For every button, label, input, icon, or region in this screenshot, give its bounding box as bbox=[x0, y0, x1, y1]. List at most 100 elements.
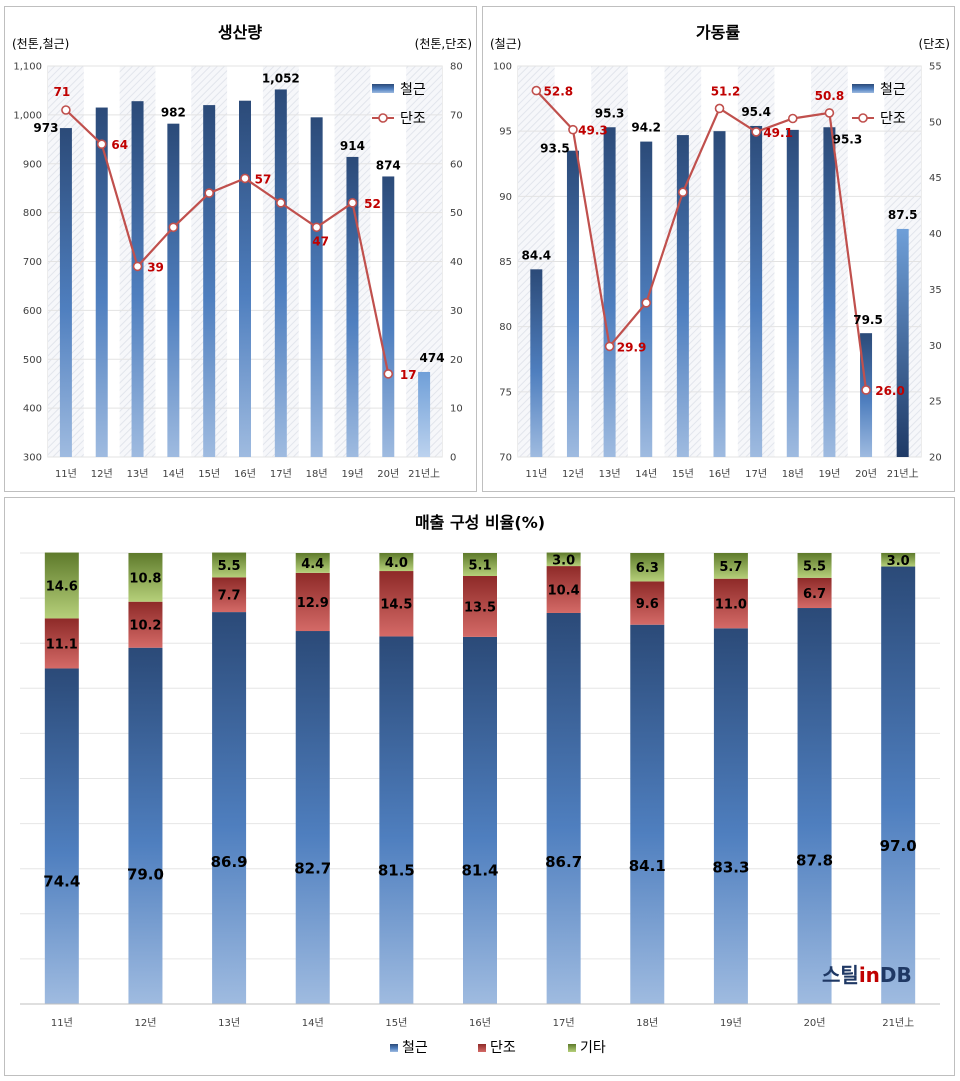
right-tick-label: 70 bbox=[450, 110, 463, 121]
bar-steel bbox=[603, 127, 616, 458]
bar-value-label: 95.4 bbox=[741, 105, 771, 119]
line-value-label: 17 bbox=[400, 368, 417, 382]
legend-label-forging: 단조 bbox=[490, 1040, 516, 1056]
x-tick-label: 19년 bbox=[720, 1017, 742, 1029]
left-tick-label: 800 bbox=[23, 208, 42, 219]
point-forging bbox=[751, 127, 761, 137]
line-value-label: 39 bbox=[147, 260, 164, 274]
segment-value-label: 10.8 bbox=[129, 571, 161, 586]
x-tick-label: 15년 bbox=[385, 1017, 407, 1029]
right-tick-label: 55 bbox=[929, 62, 942, 73]
bar-value-label: 95.3 bbox=[833, 132, 863, 146]
bar-steel bbox=[566, 150, 579, 457]
bar-segment-steel bbox=[379, 636, 414, 1004]
line-value-label: 64 bbox=[111, 138, 128, 152]
line-forging bbox=[65, 109, 390, 375]
bar-segment-other bbox=[630, 553, 665, 582]
bar-segment-other bbox=[546, 552, 581, 567]
bar-segment-forging bbox=[630, 581, 665, 625]
legend-label-steel: 철근 bbox=[400, 82, 426, 98]
bar-segment-other bbox=[44, 552, 79, 619]
right-tick-label: 30 bbox=[929, 341, 942, 352]
bar-segment-forging bbox=[379, 571, 414, 637]
steelindb-logo: 스틸inDB bbox=[822, 963, 912, 987]
right-tick-label: 25 bbox=[929, 397, 942, 408]
left-tick-label: 300 bbox=[23, 453, 42, 464]
line-value-label: 49.3 bbox=[578, 124, 608, 138]
legend-label-forging: 단조 bbox=[400, 111, 426, 127]
bar-segment-forging bbox=[44, 618, 79, 669]
point-forging bbox=[678, 187, 688, 198]
left-tick-label: 400 bbox=[23, 404, 42, 415]
point-forging bbox=[311, 222, 322, 233]
x-tick-label: 18년 bbox=[782, 468, 804, 480]
bar-steel bbox=[786, 129, 799, 457]
segment-value-label: 10.4 bbox=[548, 584, 580, 599]
x-tick-label: 16년 bbox=[709, 468, 731, 480]
bar-segment-other bbox=[881, 553, 916, 567]
left-tick-label: 1,100 bbox=[13, 62, 42, 73]
right-tick-label: 45 bbox=[929, 173, 942, 184]
bar-segment-other bbox=[463, 553, 497, 577]
bar-value-label: 973 bbox=[33, 121, 58, 135]
x-tick-label: 11년 bbox=[525, 468, 547, 480]
segment-value-label: 97.0 bbox=[880, 837, 917, 855]
line-value-label: 52 bbox=[364, 197, 381, 211]
bar-segment-steel bbox=[212, 612, 247, 1004]
segment-value-label: 81.4 bbox=[461, 862, 498, 880]
segment-value-label: 6.3 bbox=[636, 561, 659, 576]
segment-value-label: 12.9 bbox=[297, 596, 329, 611]
x-tick-label: 19년 bbox=[818, 468, 840, 480]
x-tick-label: 21년上 bbox=[887, 468, 919, 480]
legend-swatch-steel bbox=[390, 1044, 398, 1052]
segment-value-label: 87.8 bbox=[796, 851, 833, 869]
segment-value-label: 84.1 bbox=[629, 857, 666, 875]
segment-value-label: 3.0 bbox=[552, 553, 575, 568]
bar-value-label: 1,052 bbox=[262, 71, 300, 85]
line-value-label: 26.0 bbox=[875, 384, 905, 398]
segment-value-label: 14.6 bbox=[46, 579, 78, 594]
x-tick-label: 13년 bbox=[218, 1017, 240, 1029]
legend-label-other: 기타 bbox=[580, 1040, 606, 1056]
logo-part-2: in bbox=[859, 963, 880, 987]
bar-steel bbox=[530, 269, 543, 457]
bar-value-label: 874 bbox=[376, 158, 401, 172]
legend-swatch-other bbox=[568, 1044, 576, 1052]
left-tick-label: 900 bbox=[23, 159, 42, 170]
point-forging bbox=[168, 222, 179, 233]
x-tick-label: 12년 bbox=[134, 1017, 156, 1029]
point-forging bbox=[132, 261, 143, 272]
point-forging bbox=[861, 385, 871, 395]
segment-value-label: 86.9 bbox=[211, 853, 248, 871]
production-right-unit: (천톤,단조) bbox=[415, 36, 472, 51]
right-tick-label: 30 bbox=[450, 306, 463, 317]
point-forging bbox=[204, 188, 214, 198]
legend-swatch-forging bbox=[478, 1044, 486, 1052]
point-forging bbox=[568, 124, 578, 135]
line-value-label: 71 bbox=[54, 85, 71, 99]
x-tick-label: 16년 bbox=[234, 468, 256, 480]
bar-value-label: 474 bbox=[420, 351, 445, 365]
bar-steel bbox=[274, 89, 287, 458]
x-tick-label: 21년上 bbox=[882, 1017, 914, 1029]
line-value-label: 29.9 bbox=[617, 340, 647, 354]
bar-steel bbox=[676, 135, 689, 457]
bar-segment-steel bbox=[128, 647, 163, 1004]
segment-value-label: 3.0 bbox=[887, 554, 910, 569]
segment-value-label: 74.4 bbox=[43, 873, 80, 891]
bar-steel bbox=[310, 117, 323, 457]
bar-segment-other bbox=[797, 553, 832, 578]
bar-segment-forging bbox=[797, 577, 832, 609]
bar-segment-other bbox=[295, 553, 330, 573]
bar-segment-other bbox=[713, 553, 748, 579]
right-tick-label: 0 bbox=[450, 453, 456, 464]
segment-value-label: 86.7 bbox=[545, 853, 582, 871]
bar-steel bbox=[382, 176, 395, 457]
x-tick-label: 12년 bbox=[562, 468, 584, 480]
x-tick-label: 14년 bbox=[302, 1017, 324, 1029]
bar-segment-steel bbox=[44, 668, 79, 1004]
segment-value-label: 5.1 bbox=[468, 559, 491, 574]
x-tick-label: 20년 bbox=[804, 1017, 826, 1029]
production-chart: 생산량 (천톤,철근) (천톤,단조) 30040050060070080090… bbox=[12, 23, 472, 480]
bar-segment-forging bbox=[463, 576, 497, 637]
